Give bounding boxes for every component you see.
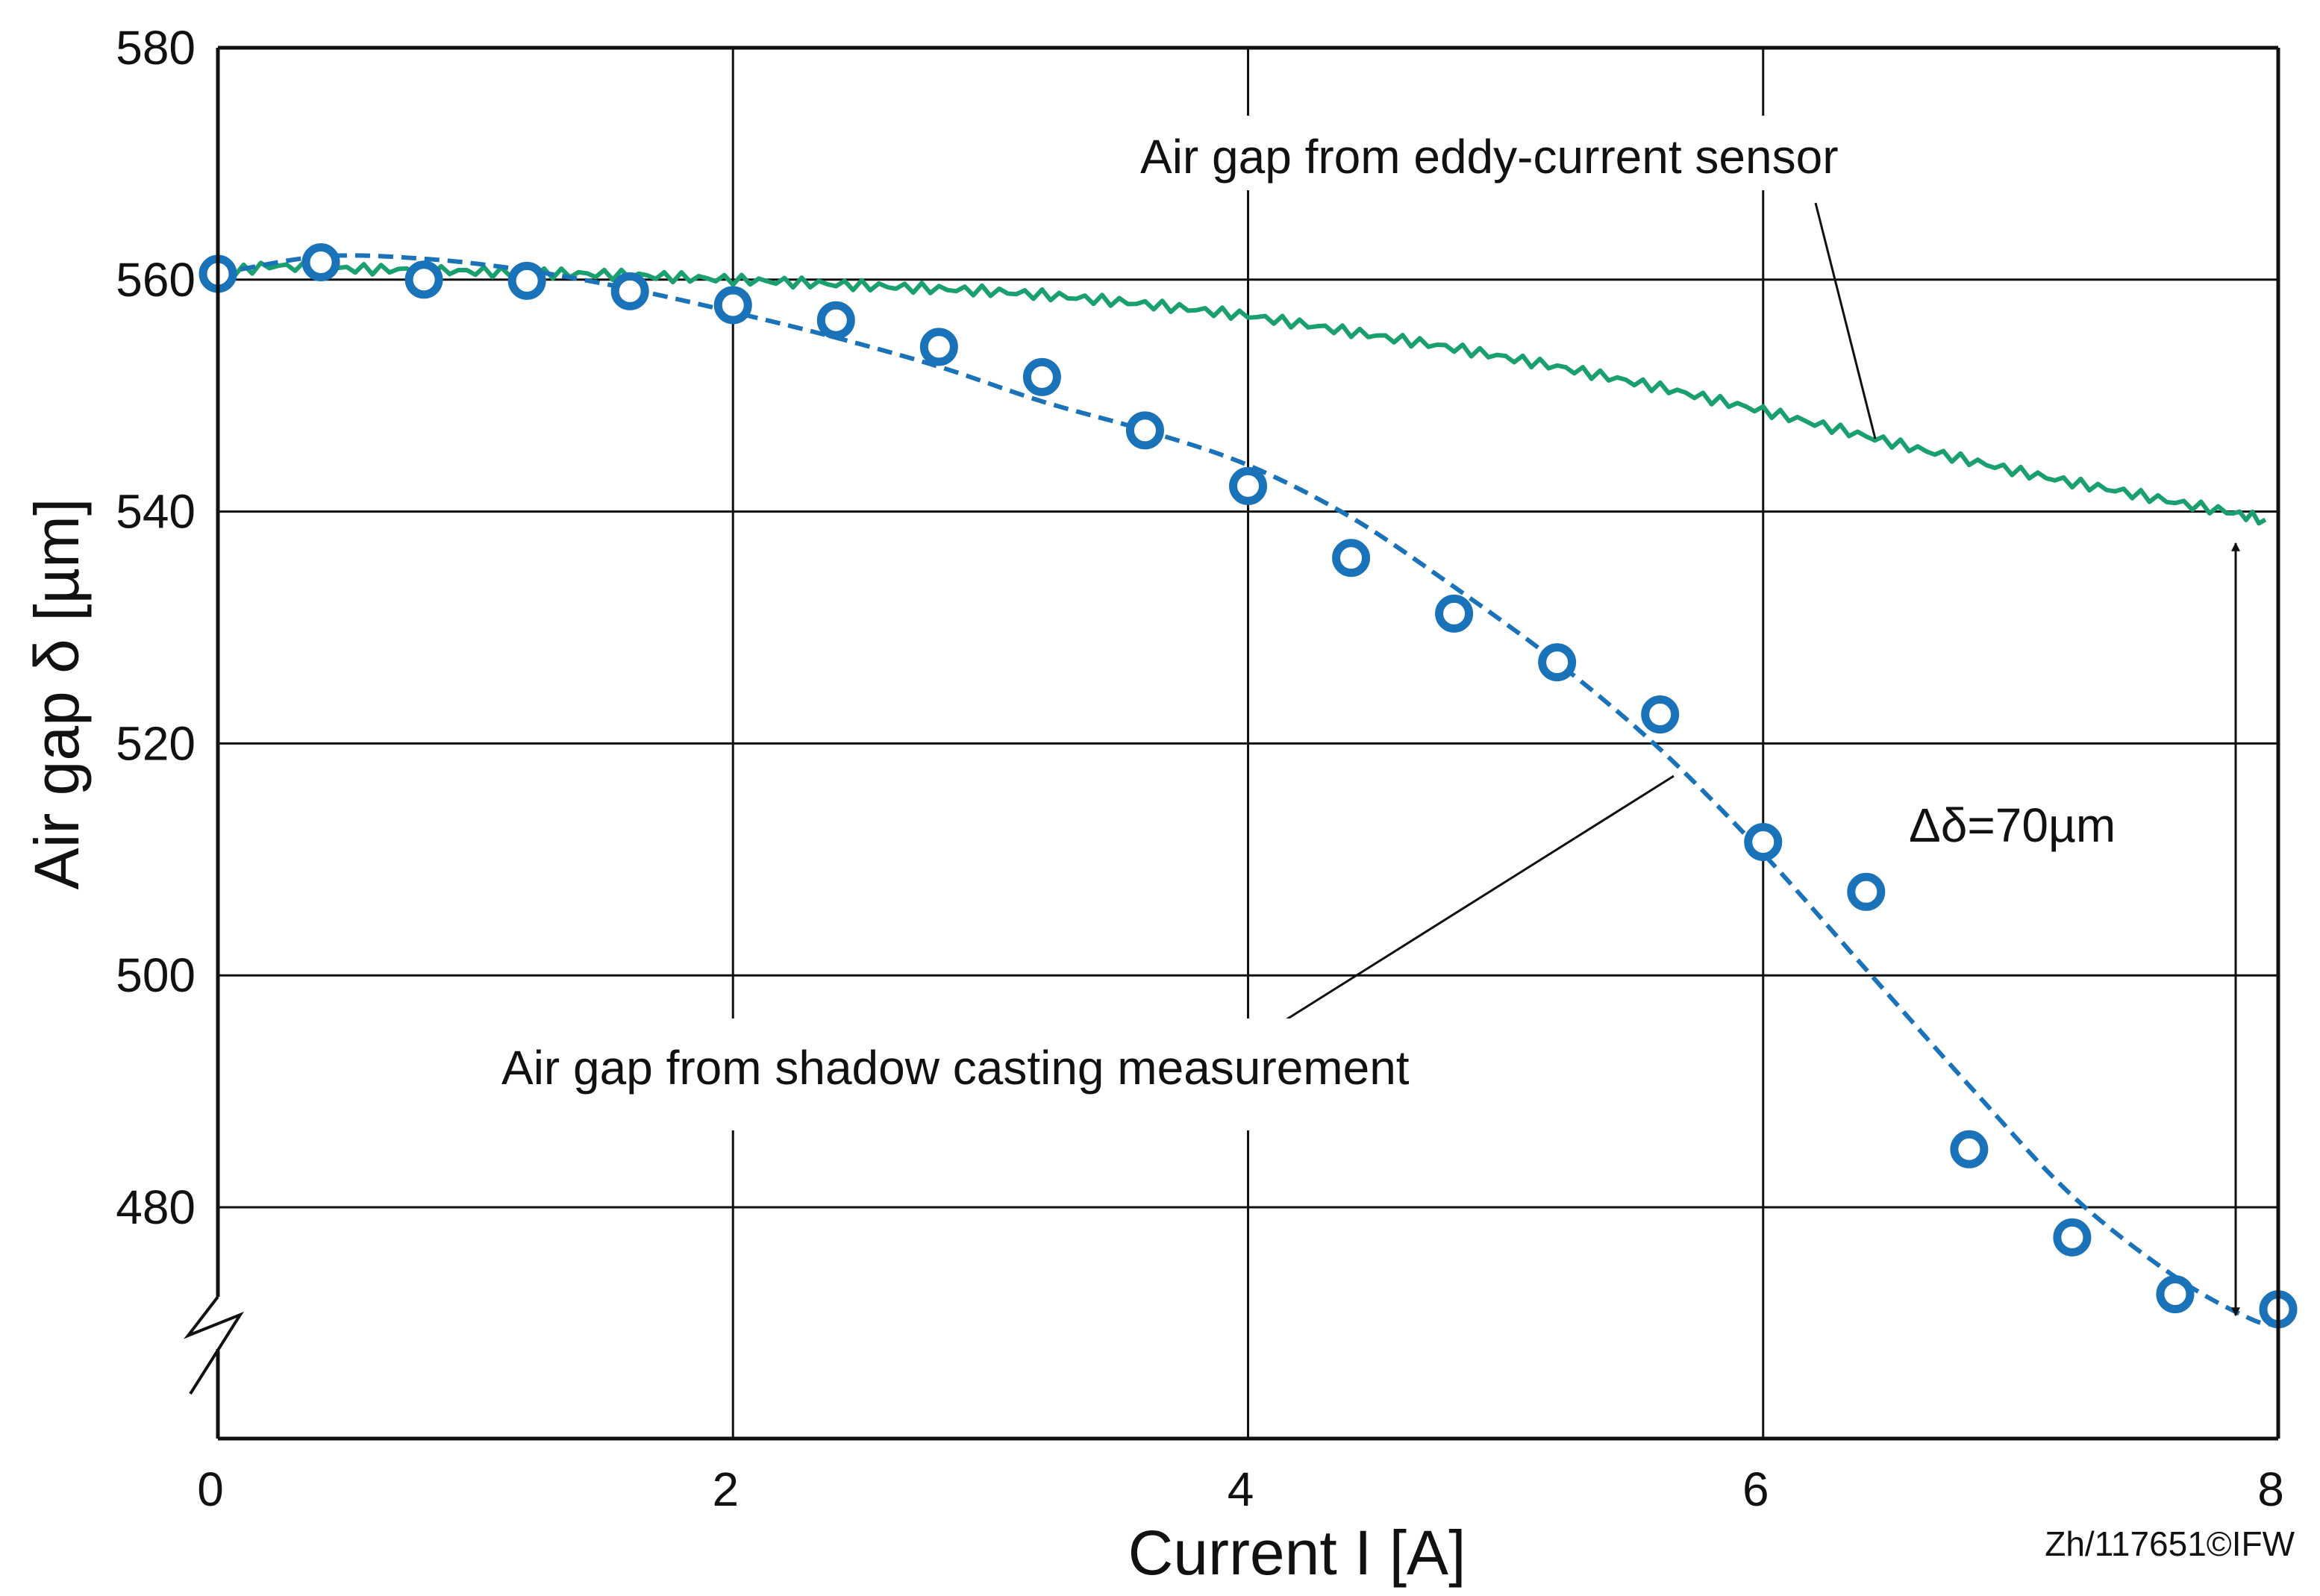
shadow-casting-marker xyxy=(713,286,752,325)
y-axis-break-symbol xyxy=(183,1295,244,1395)
y-tick-label: 540 xyxy=(116,485,196,539)
shadow-casting-marker xyxy=(1538,643,1577,682)
eddy-current-line xyxy=(216,260,2267,526)
eddy-label-leader-line xyxy=(1814,202,1877,439)
x-tick-label: 8 xyxy=(2257,1462,2284,1516)
y-tick-label: 500 xyxy=(116,948,196,1002)
shadow-casting-marker xyxy=(1950,1130,1989,1168)
x-tick-label: 4 xyxy=(1228,1462,1254,1516)
shadow-casting-marker xyxy=(2156,1275,2195,1314)
credit-label: Zh/117651©IFW xyxy=(2045,1524,2295,1563)
shadow-casting-marker xyxy=(301,242,340,281)
y-tick-label: 580 xyxy=(116,21,196,75)
shadow-label-leader-line xyxy=(1281,774,1675,1024)
shadow-casting-marker xyxy=(1641,695,1680,734)
tick-labels: 480 500 520 540 560 580 0 2 4 6 8 xyxy=(116,21,2284,1516)
shadow-label-bg xyxy=(489,1018,1597,1130)
x-axis-title: Current I [A] xyxy=(1128,1518,1466,1588)
shadow-casting-fit-line xyxy=(217,253,2279,1327)
annotation-lines xyxy=(1281,202,2240,1317)
x-tick-label: 2 xyxy=(712,1462,739,1516)
eddy-sensor-label: Air gap from eddy-current sensor xyxy=(1140,130,1839,184)
y-tick-label: 520 xyxy=(116,716,196,770)
eddy-current-series xyxy=(216,260,2267,526)
shadow-casting-marker xyxy=(1229,466,1267,505)
shadow-casting-marker xyxy=(2053,1218,2092,1257)
shadow-casting-marker xyxy=(610,272,649,310)
shadow-casting-marker xyxy=(1332,539,1371,578)
shadow-casting-marker xyxy=(1125,411,1164,450)
shadow-casting-marker xyxy=(816,301,855,339)
eddy-label-bg xyxy=(1131,116,1989,190)
plot-frame xyxy=(183,46,2280,1441)
shadow-casting-marker xyxy=(1847,872,1886,911)
shadow-casting-marker xyxy=(1022,357,1061,396)
shadow-casting-marker xyxy=(919,328,958,366)
x-tick-label: 0 xyxy=(197,1462,224,1516)
shadow-casting-label: Air gap from shadow casting measurement xyxy=(501,1041,1410,1095)
y-axis-title: Air gap δ [µm] xyxy=(22,498,92,890)
y-tick-label: 480 xyxy=(116,1180,196,1234)
grid-lines xyxy=(218,48,2278,1439)
shadow-casting-fit-series xyxy=(217,253,2279,1327)
shadow-casting-marker xyxy=(404,260,443,299)
shadow-casting-marker xyxy=(507,261,546,300)
delta-gap-label: Δδ=70µm xyxy=(1909,798,2116,852)
x-tick-label: 6 xyxy=(1742,1462,1769,1516)
shadow-casting-marker xyxy=(1744,822,1783,861)
y-tick-label: 560 xyxy=(116,253,196,307)
shadow-casting-marker xyxy=(1435,594,1474,633)
shadow-casting-markers xyxy=(198,242,2298,1329)
